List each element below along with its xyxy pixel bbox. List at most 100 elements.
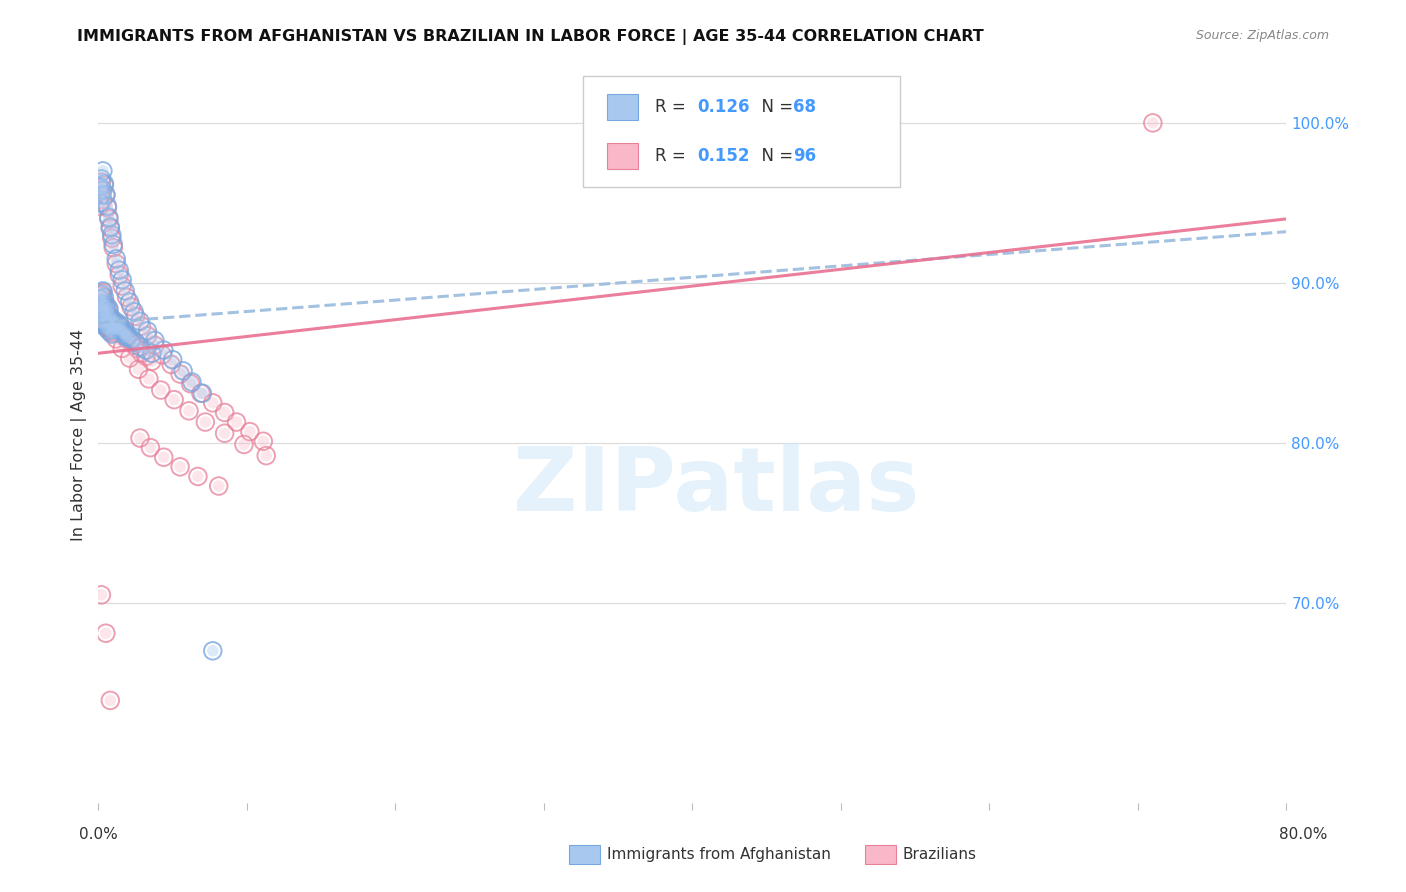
Point (104, 319, 127, 334)
Point (101, 326, 124, 340)
Point (190, 386, 212, 401)
Point (115, 332, 138, 346)
Point (143, 338, 166, 352)
Y-axis label: In Labor Force | Age 35-44: In Labor Force | Age 35-44 (72, 329, 87, 541)
Point (125, 342, 148, 356)
Point (124, 334, 146, 349)
Point (97, 301, 120, 316)
Text: N =: N = (751, 98, 799, 116)
Point (96, 311, 118, 326)
Point (208, 479, 231, 493)
Point (179, 376, 201, 391)
Point (89, 195, 111, 210)
Text: 68: 68 (793, 98, 815, 116)
Point (177, 404, 200, 418)
Point (90, 301, 112, 316)
Point (141, 346, 163, 360)
Point (110, 319, 132, 334)
Point (1142, 116, 1164, 130)
Point (101, 322, 124, 336)
Point (89, 292, 111, 306)
Point (94, 187, 117, 202)
Point (105, 252, 128, 266)
Point (110, 320, 132, 334)
Point (135, 343, 157, 357)
Point (91, 284, 114, 298)
Point (135, 350, 157, 364)
Point (93, 316, 115, 330)
Point (108, 268, 131, 282)
Point (136, 324, 159, 338)
Point (136, 328, 159, 343)
Point (143, 338, 166, 352)
Point (254, 449, 277, 463)
Point (91, 284, 114, 298)
Point (90, 300, 112, 314)
Point (89, 183, 111, 197)
Point (101, 231, 124, 245)
Point (150, 348, 173, 362)
Point (94, 320, 117, 334)
Point (94, 296, 117, 310)
Point (93, 316, 115, 330)
Point (91, 183, 114, 197)
Point (96, 318, 118, 332)
Point (91, 306, 114, 320)
Point (94, 187, 117, 202)
Point (98, 319, 121, 334)
Point (117, 330, 139, 344)
Point (90, 175, 112, 189)
Point (103, 312, 125, 326)
Point (122, 338, 145, 352)
Point (91, 310, 114, 324)
Point (94, 626, 117, 640)
Point (91, 306, 114, 320)
Point (89, 292, 111, 306)
Point (90, 300, 112, 314)
Point (128, 362, 150, 376)
Point (163, 392, 186, 407)
Point (97, 211, 120, 225)
Point (91, 298, 114, 312)
Point (191, 386, 214, 401)
Point (233, 437, 256, 451)
Point (105, 332, 128, 346)
Point (214, 405, 236, 419)
Point (96, 314, 118, 328)
Point (141, 354, 163, 368)
Point (115, 290, 138, 304)
Point (117, 328, 139, 343)
Point (101, 316, 124, 330)
Point (111, 326, 134, 340)
Point (93, 304, 115, 318)
Point (162, 352, 184, 367)
Point (89, 180, 111, 194)
Point (94, 626, 117, 640)
Point (98, 320, 121, 334)
Point (89, 304, 111, 318)
Point (124, 334, 146, 349)
Point (91, 193, 114, 207)
Point (122, 304, 145, 318)
Point (96, 308, 118, 322)
Point (90, 172, 112, 186)
Point (90, 287, 112, 301)
Point (101, 327, 124, 342)
Point (96, 304, 118, 318)
Point (96, 311, 118, 326)
Point (90, 175, 112, 189)
Point (94, 296, 117, 310)
Point (91, 310, 114, 324)
Point (97, 211, 120, 226)
Point (90, 187, 112, 202)
Point (114, 284, 136, 298)
Point (98, 219, 121, 234)
Point (150, 348, 173, 362)
Point (129, 340, 152, 354)
Point (118, 351, 141, 365)
Point (141, 346, 163, 360)
Point (90, 288, 112, 302)
Point (93, 303, 115, 318)
Point (111, 279, 134, 293)
Point (110, 320, 132, 334)
